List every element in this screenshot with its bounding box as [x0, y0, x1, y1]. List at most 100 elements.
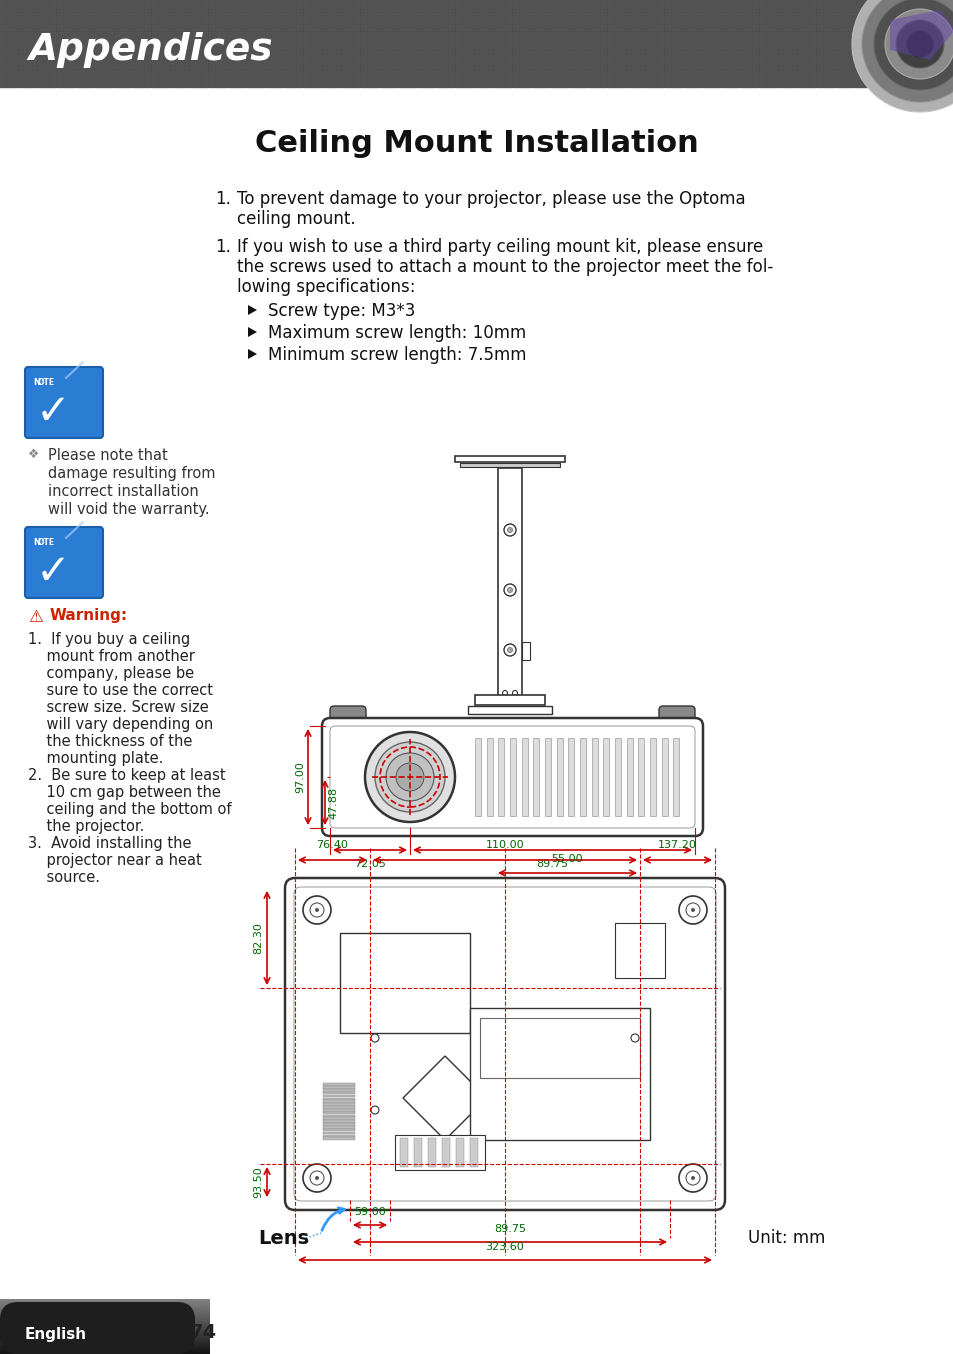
- Bar: [468, 705, 552, 714]
- Bar: [76, 51, 94, 69]
- Bar: [854, 0, 872, 12]
- Text: incorrect installation: incorrect installation: [48, 483, 198, 500]
- Bar: [323, 1106, 355, 1109]
- Bar: [38, 32, 56, 50]
- Bar: [721, 51, 740, 69]
- Text: Lens: Lens: [257, 1228, 309, 1247]
- Circle shape: [371, 1034, 378, 1043]
- Bar: [171, 14, 189, 31]
- Circle shape: [310, 1171, 324, 1185]
- Bar: [607, 14, 625, 31]
- Text: Unit: mm: Unit: mm: [747, 1229, 824, 1247]
- Bar: [645, 70, 663, 88]
- Bar: [645, 51, 663, 69]
- Bar: [0, 70, 18, 88]
- Bar: [797, 70, 815, 88]
- Text: 323.60: 323.60: [485, 1242, 524, 1252]
- Bar: [228, 32, 246, 50]
- Bar: [132, 70, 151, 88]
- Bar: [190, 70, 208, 88]
- Circle shape: [502, 691, 507, 696]
- Bar: [436, 32, 455, 50]
- Text: N: N: [33, 538, 40, 547]
- Bar: [0, 0, 18, 12]
- Bar: [323, 1137, 355, 1140]
- Circle shape: [314, 909, 318, 913]
- Bar: [190, 14, 208, 31]
- Circle shape: [873, 0, 953, 89]
- Text: 1.  If you buy a ceiling: 1. If you buy a ceiling: [28, 632, 190, 647]
- Bar: [304, 51, 322, 69]
- Bar: [398, 32, 416, 50]
- Bar: [683, 51, 701, 69]
- Bar: [152, 70, 170, 88]
- Circle shape: [685, 1171, 700, 1185]
- Bar: [532, 0, 550, 12]
- Circle shape: [375, 742, 444, 812]
- Bar: [76, 70, 94, 88]
- Bar: [497, 738, 504, 816]
- Bar: [266, 51, 284, 69]
- Text: ❖: ❖: [28, 448, 39, 460]
- Circle shape: [905, 30, 933, 58]
- Bar: [588, 32, 606, 50]
- Bar: [57, 0, 75, 12]
- Bar: [588, 70, 606, 88]
- Bar: [456, 51, 474, 69]
- Bar: [266, 70, 284, 88]
- Bar: [854, 70, 872, 88]
- Text: Screw type: M3*3: Screw type: M3*3: [268, 302, 415, 320]
- Bar: [417, 70, 436, 88]
- Text: ceiling and the bottom of: ceiling and the bottom of: [28, 802, 232, 816]
- Bar: [132, 32, 151, 50]
- Circle shape: [512, 691, 517, 696]
- Bar: [475, 695, 544, 705]
- Bar: [835, 14, 853, 31]
- Bar: [38, 14, 56, 31]
- Text: 82.30: 82.30: [253, 922, 263, 955]
- Bar: [341, 32, 359, 50]
- Text: 59.00: 59.00: [354, 1206, 385, 1217]
- Text: English: English: [25, 1327, 87, 1343]
- Bar: [360, 14, 378, 31]
- Bar: [779, 0, 796, 12]
- Bar: [190, 0, 208, 12]
- Text: If you wish to use a third party ceiling mount kit, please ensure: If you wish to use a third party ceiling…: [236, 238, 762, 256]
- Bar: [494, 51, 512, 69]
- Text: ⚠: ⚠: [28, 608, 43, 626]
- Bar: [209, 0, 227, 12]
- Bar: [339, 933, 470, 1033]
- Circle shape: [314, 1177, 318, 1179]
- Bar: [360, 32, 378, 50]
- Bar: [247, 70, 265, 88]
- Text: 3.  Avoid installing the: 3. Avoid installing the: [28, 835, 192, 852]
- Text: Maximum screw length: 10mm: Maximum screw length: 10mm: [268, 324, 526, 343]
- Bar: [816, 32, 834, 50]
- Bar: [779, 70, 796, 88]
- Bar: [664, 51, 682, 69]
- Bar: [569, 70, 587, 88]
- Bar: [607, 70, 625, 88]
- Text: To prevent damage to your projector, please use the Optoma: To prevent damage to your projector, ple…: [236, 190, 745, 209]
- Bar: [740, 32, 759, 50]
- Bar: [417, 0, 436, 12]
- Bar: [513, 0, 531, 12]
- Circle shape: [630, 1034, 639, 1043]
- Text: the thickness of the: the thickness of the: [28, 734, 193, 749]
- Bar: [475, 738, 480, 816]
- Text: ✓: ✓: [36, 551, 71, 593]
- Bar: [323, 1114, 355, 1117]
- Bar: [398, 14, 416, 31]
- Bar: [626, 14, 644, 31]
- Circle shape: [503, 645, 516, 655]
- Bar: [835, 70, 853, 88]
- Bar: [521, 738, 527, 816]
- Bar: [152, 14, 170, 31]
- Bar: [607, 51, 625, 69]
- Circle shape: [690, 909, 695, 913]
- Bar: [228, 0, 246, 12]
- Circle shape: [895, 20, 943, 68]
- Bar: [323, 1112, 355, 1114]
- Bar: [341, 14, 359, 31]
- FancyBboxPatch shape: [322, 718, 702, 835]
